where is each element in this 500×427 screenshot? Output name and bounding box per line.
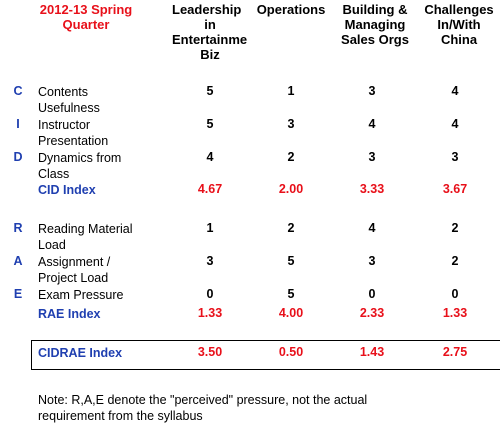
rae-index-value: 2.33 (359, 306, 385, 320)
value-cell: 0 (206, 287, 214, 301)
value-cell: 5 (206, 117, 214, 131)
row-label-line: Load (38, 238, 66, 252)
letter-a: A (13, 254, 23, 268)
letter-c: C (13, 84, 23, 98)
row-label-exam-pressure: Exam Pressure (38, 288, 124, 302)
column-header-sales-line: Building & (342, 2, 408, 17)
footnote-line-1: Note: R,A,E denote the "perceived" press… (38, 393, 368, 407)
footnote-line-2: requirement from the syllabus (38, 409, 203, 423)
column-header-china-line: In/With (437, 17, 481, 32)
column-header-china-line: China (440, 32, 478, 47)
value-cell: 5 (287, 254, 295, 268)
row-label-assignment-project-load: Assignment / Project Load (38, 254, 110, 286)
cidrae-index-value: 0.50 (278, 345, 304, 359)
cid-index-value: 4.67 (197, 182, 223, 196)
row-label-line: Project Load (38, 271, 109, 285)
value-cell: 2 (451, 254, 459, 268)
rae-index-label: RAE Index (38, 307, 101, 321)
cidrae-index-value: 1.43 (359, 345, 385, 359)
cidrae-index-value: 2.75 (442, 345, 468, 359)
value-cell: 4 (206, 150, 214, 164)
column-header-leadership-line: Entertainme (172, 32, 248, 47)
column-header-leadership: Leadership in Entertainme Biz (172, 2, 248, 62)
term-line-2: Quarter (62, 17, 110, 32)
rae-index-value: 1.33 (197, 306, 223, 320)
value-cell: 5 (206, 84, 214, 98)
letter-d: D (13, 150, 23, 164)
letter-e: E (13, 287, 23, 301)
column-header-operations: Operations (251, 2, 331, 17)
value-cell: 4 (451, 84, 459, 98)
value-cell: 5 (287, 287, 295, 301)
value-cell: 3 (451, 150, 459, 164)
value-cell: 3 (287, 117, 295, 131)
row-label-line: Reading Material (38, 222, 133, 236)
value-cell: 4 (451, 117, 459, 131)
value-cell: 2 (451, 221, 459, 235)
value-cell: 1 (287, 84, 295, 98)
rae-index-value: 4.00 (278, 306, 304, 320)
row-label-instructor-presentation: Instructor Presentation (38, 117, 108, 149)
cidrae-index-box (31, 340, 500, 370)
value-cell: 2 (287, 150, 295, 164)
rae-index-value: 1.33 (442, 306, 468, 320)
row-label-line: Instructor (38, 118, 91, 132)
column-header-china-line: Challenges (424, 2, 494, 17)
column-header-leadership-line: Biz (200, 47, 220, 62)
footnote: Note: R,A,E denote the "perceived" press… (38, 392, 367, 424)
row-label-line: Contents (38, 85, 89, 99)
value-cell: 3 (206, 254, 214, 268)
column-header-leadership-line: Leadership (172, 2, 242, 17)
letter-i: I (16, 117, 20, 131)
cid-index-label: CID Index (38, 183, 96, 197)
value-cell: 3 (368, 150, 376, 164)
row-label-line: Presentation (38, 134, 109, 148)
value-cell: 4 (368, 221, 376, 235)
row-label-line: Usefulness (38, 101, 100, 115)
column-header-sales-orgs: Building & Managing Sales Orgs (333, 2, 417, 47)
column-header-sales-line: Sales Orgs (341, 32, 409, 47)
value-cell: 0 (368, 287, 376, 301)
value-cell: 1 (206, 221, 214, 235)
row-label-line: Dynamics from (38, 151, 122, 165)
column-header-sales-line: Managing (344, 17, 406, 32)
term-title: 2012-13 Spring Quarter (26, 2, 146, 32)
row-label-line: Assignment / (38, 255, 111, 269)
row-label-contents-usefulness: Contents Usefulness (38, 84, 100, 116)
value-cell: 4 (368, 117, 376, 131)
row-label-dynamics-from-class: Dynamics from Class (38, 150, 121, 182)
value-cell: 2 (287, 221, 295, 235)
letter-r: R (13, 221, 23, 235)
value-cell: 3 (368, 84, 376, 98)
row-label-reading-material-load: Reading Material Load (38, 221, 133, 253)
term-line-1: 2012-13 Spring (39, 2, 133, 17)
cid-index-value: 3.33 (359, 182, 385, 196)
cidrae-index-value: 3.50 (197, 345, 223, 359)
column-header-leadership-line: in (204, 17, 216, 32)
cid-index-value: 3.67 (442, 182, 468, 196)
cidrae-index-label: CIDRAE Index (38, 346, 123, 360)
column-header-operations-line: Operations (256, 2, 326, 17)
cid-index-value: 2.00 (278, 182, 304, 196)
column-header-china: Challenges In/With China (418, 2, 500, 47)
value-cell: 0 (451, 287, 459, 301)
value-cell: 3 (368, 254, 376, 268)
row-label-line: Class (38, 167, 70, 181)
